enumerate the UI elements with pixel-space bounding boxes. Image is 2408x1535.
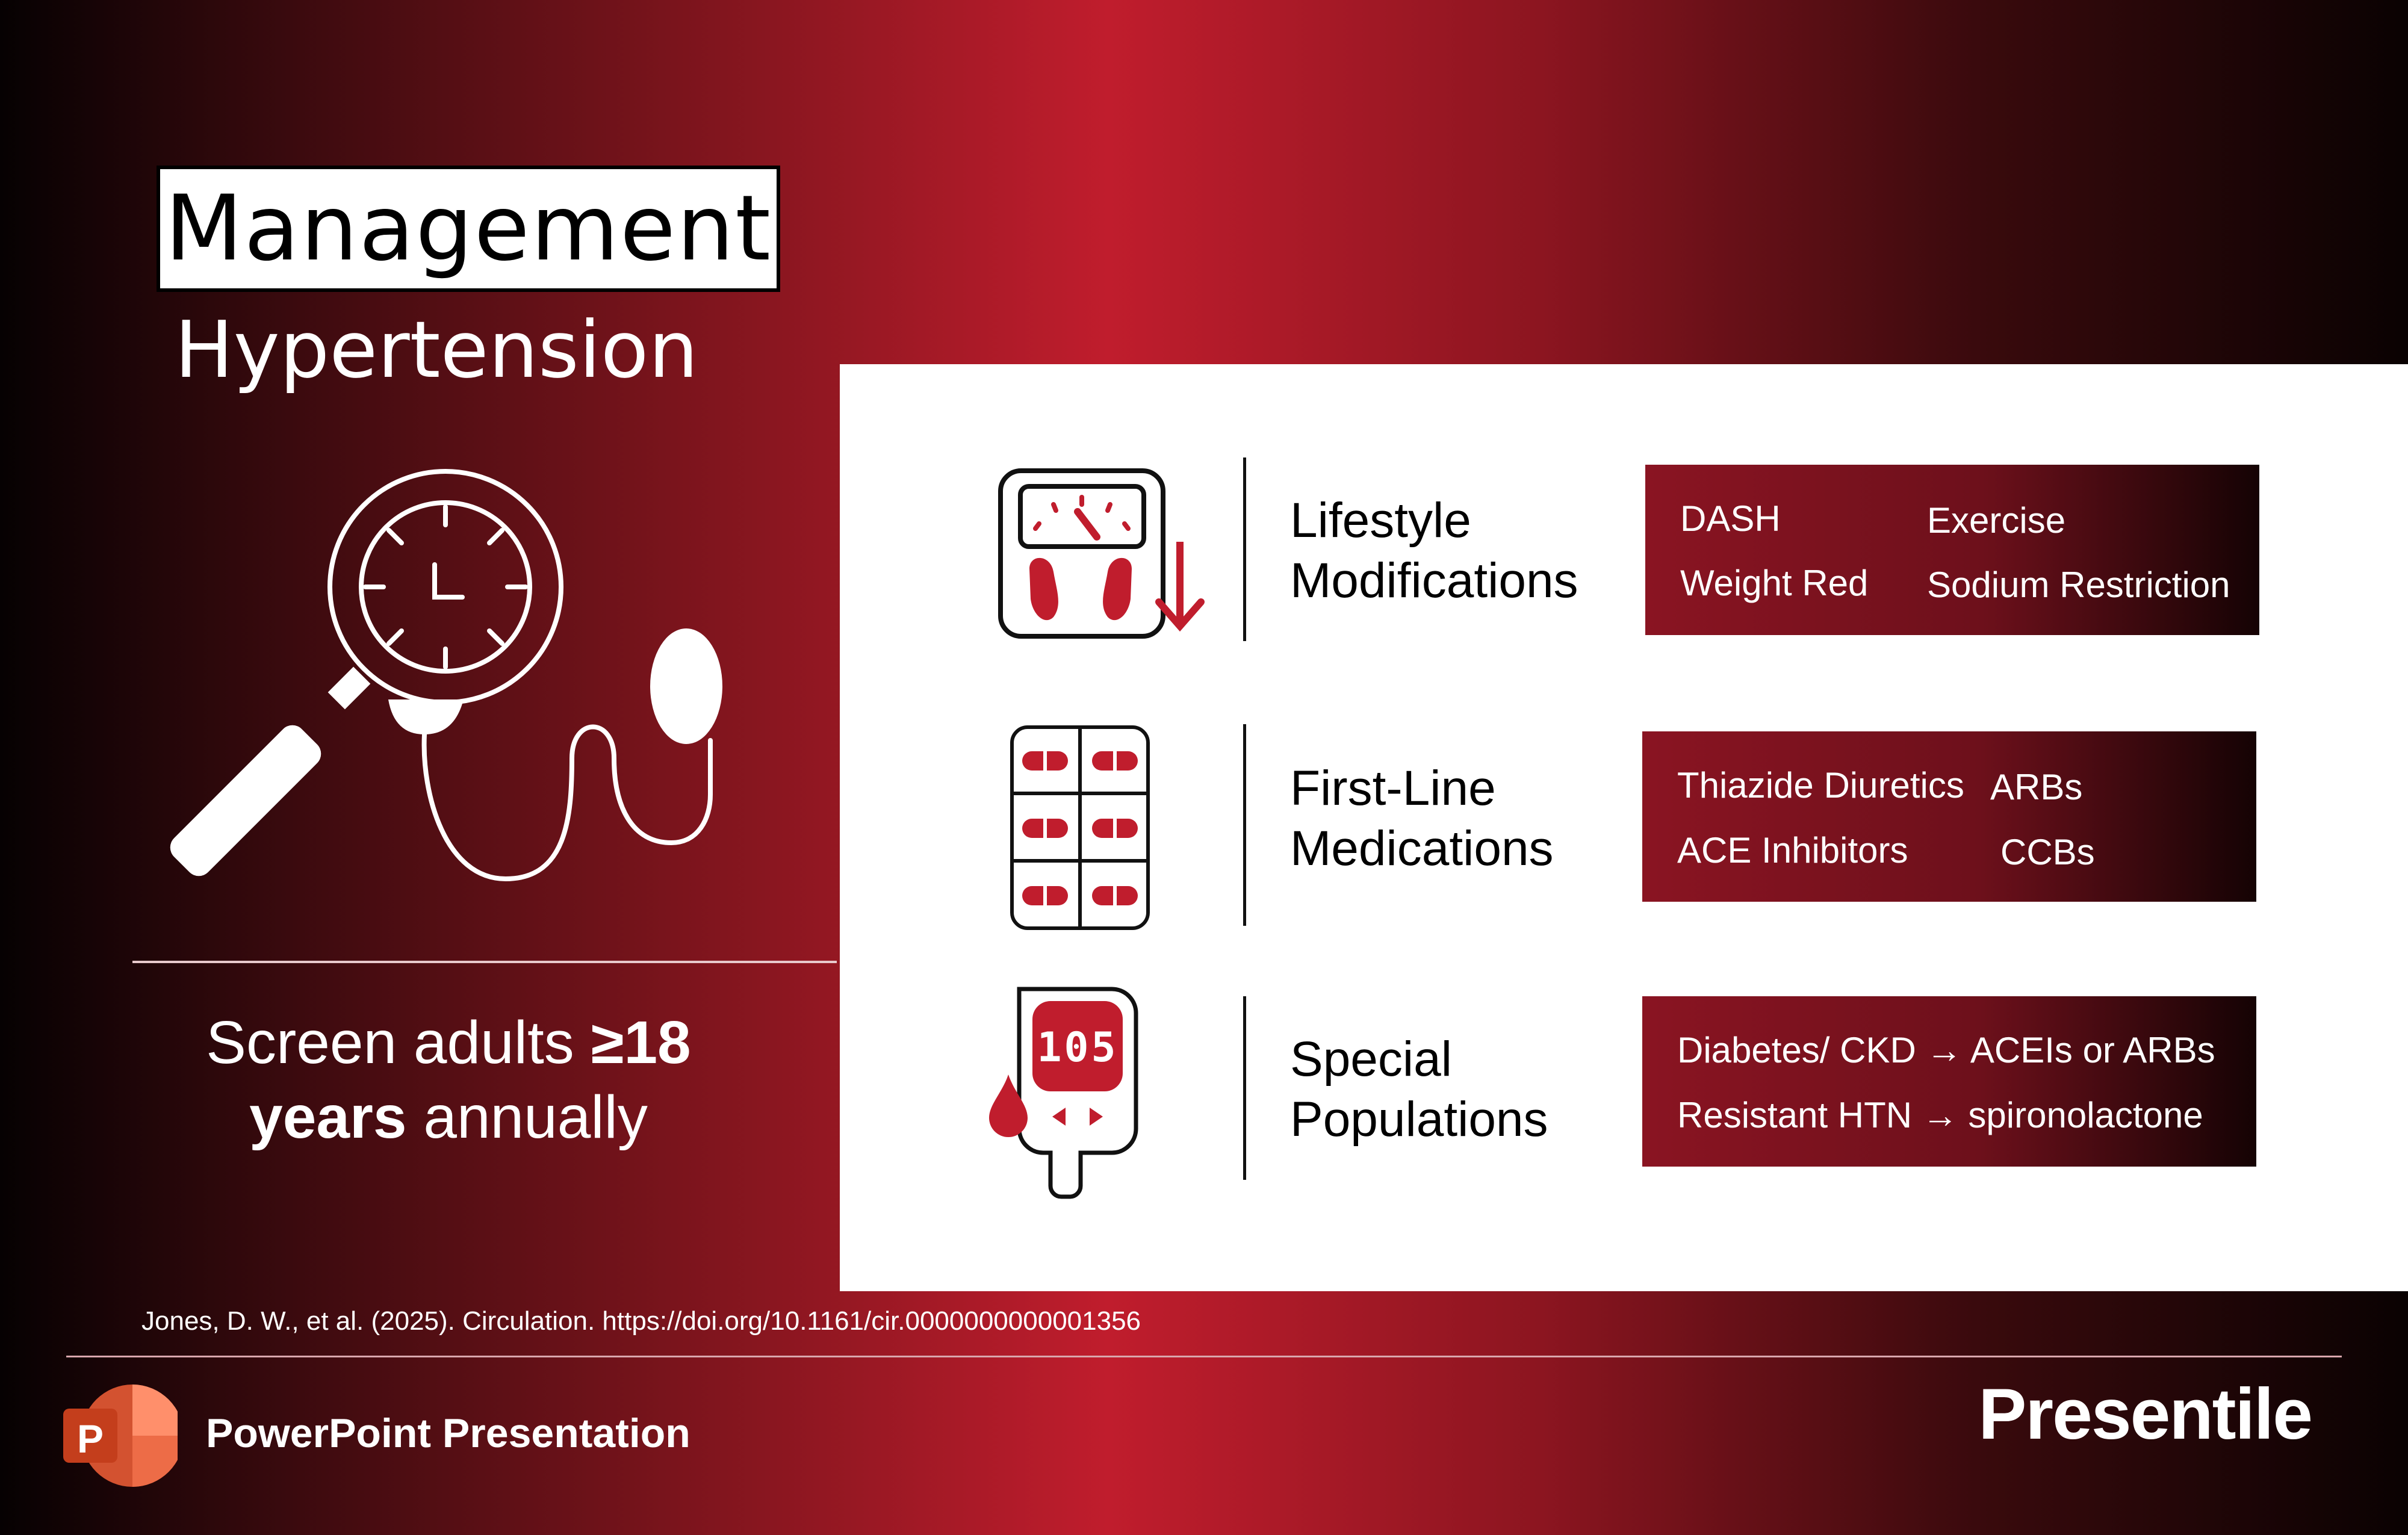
glucose-meter-icon: 105 xyxy=(989,987,1138,1199)
row-separator xyxy=(1243,996,1246,1180)
footer-divider xyxy=(66,1356,2342,1357)
meter-reading: 105 xyxy=(1037,1024,1119,1071)
brand-logo: Presentile xyxy=(1978,1374,2313,1454)
lifestyle-items-box: DASH Exercise Weight Red Sodium Restrict… xyxy=(1645,465,2259,635)
section-divider xyxy=(132,961,837,963)
screening-years: years xyxy=(249,1084,407,1151)
screening-age: ≥18 xyxy=(591,1009,691,1076)
item-ace: ACE Inhibitors xyxy=(1677,830,1908,870)
slide-subtitle: Hypertension xyxy=(175,304,698,395)
citation: Jones, D. W., et al. (2025). Circulation… xyxy=(141,1306,1141,1336)
screening-text-2: annually xyxy=(406,1084,648,1151)
special-items-box: Diabetes/ CKD → ACEIs or ARBs Resistant … xyxy=(1642,996,2256,1167)
item-sodium: Sodium Restriction xyxy=(1927,565,2230,605)
screening-text-1: Screen adults xyxy=(206,1009,591,1076)
item-diabetes-ckd: Diabetes/ CKD → ACEIs or ARBs xyxy=(1677,1030,2215,1070)
item-thiazide: Thiazide Diuretics xyxy=(1677,765,1964,805)
item-arbs: ARBs xyxy=(1990,767,2083,807)
row-separator xyxy=(1243,457,1246,641)
screening-note: Screen adults ≥18 years annually xyxy=(144,1005,752,1155)
pill-blister-icon xyxy=(1010,725,1150,930)
row-separator xyxy=(1243,724,1246,926)
item-weight-red: Weight Red xyxy=(1680,563,1869,603)
app-label: PowerPoint Presentation xyxy=(206,1410,690,1456)
slide-title: Management xyxy=(164,176,772,281)
item-ccbs: CCBs xyxy=(2000,832,2095,872)
item-dash: DASH xyxy=(1680,498,1781,539)
item-exercise: Exercise xyxy=(1927,500,2066,541)
medications-items-box: Thiazide Diuretics ARBs ACE Inhibitors C… xyxy=(1642,731,2256,902)
title-box: Management xyxy=(157,166,780,292)
blood-pressure-magnifier-icon xyxy=(170,469,722,882)
content-panel: Lifestyle Modifications DASH Exercise Wei… xyxy=(840,364,2408,1291)
scale-weight-down-icon xyxy=(998,468,1205,639)
row-label-first-line: First-Line Medications xyxy=(1290,761,1554,876)
item-resistant-htn: Resistant HTN → spironolactone xyxy=(1677,1095,2203,1135)
powerpoint-icon: P xyxy=(63,1385,178,1487)
row-label-special: Special Populations xyxy=(1290,1032,1548,1147)
row-label-lifestyle: Lifestyle Modifications xyxy=(1290,493,1578,608)
svg-text:P: P xyxy=(77,1416,104,1461)
